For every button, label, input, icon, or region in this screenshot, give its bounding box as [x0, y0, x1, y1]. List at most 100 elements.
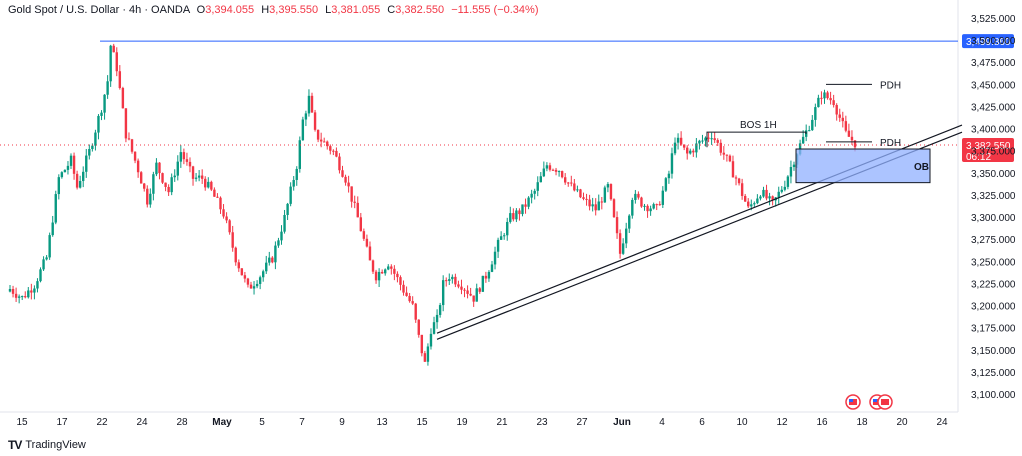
candle: [133, 151, 137, 164]
candle-body: [136, 160, 140, 173]
candle-body: [496, 239, 500, 252]
candle-body: [435, 314, 439, 323]
tradingview-logo-icon: TV: [8, 438, 22, 452]
candle: [319, 132, 323, 148]
candle-body: [570, 182, 573, 184]
candle-body: [664, 178, 668, 191]
candle: [8, 285, 12, 293]
candle: [734, 175, 738, 186]
high-price-label: 3,499.860: [966, 37, 1011, 48]
candle: [332, 149, 335, 156]
candle: [390, 264, 393, 275]
candle-body: [103, 94, 106, 113]
candle-body: [811, 119, 814, 131]
candle-body: [258, 277, 262, 284]
candle: [664, 176, 668, 192]
us-flag-icon[interactable]: [845, 394, 861, 410]
candle-body: [460, 286, 463, 290]
countdown-label: 06:12: [966, 152, 991, 163]
event-flags[interactable]: [845, 394, 893, 410]
x-tick-label: 6: [699, 417, 705, 428]
candle: [600, 196, 604, 210]
candle: [582, 192, 585, 201]
candle-body: [45, 257, 48, 260]
candle: [252, 281, 256, 295]
candle-body: [66, 165, 70, 170]
candle: [628, 214, 631, 233]
candle-body: [533, 190, 536, 194]
candle: [387, 264, 390, 271]
candle: [448, 273, 451, 286]
candle: [792, 161, 796, 171]
candle: [460, 279, 463, 295]
candle-body: [118, 71, 122, 88]
candle: [377, 268, 381, 288]
close-value: 3,382.550: [395, 4, 445, 16]
candle-body: [332, 150, 335, 152]
tradingview-brand[interactable]: TV TradingView: [8, 438, 86, 452]
candle-body: [329, 146, 332, 151]
candle: [240, 268, 244, 276]
candle: [835, 103, 838, 121]
candle-body: [737, 178, 741, 184]
candle: [149, 188, 152, 208]
candle: [847, 123, 851, 137]
candle: [30, 283, 33, 300]
flag-stripes: [881, 399, 889, 405]
candle: [42, 256, 45, 272]
candle: [573, 178, 576, 192]
candle-body: [573, 183, 576, 191]
candle-body: [701, 140, 704, 142]
candle-body: [179, 152, 183, 162]
candle: [243, 271, 247, 283]
candle-body: [652, 204, 655, 209]
candle-body: [539, 176, 542, 183]
candle: [127, 132, 131, 141]
candle-body: [817, 97, 820, 108]
candle-body: [170, 177, 173, 193]
y-tick-label: 3,125.000: [971, 368, 1016, 379]
candle-body: [643, 205, 646, 207]
candle-body: [268, 257, 271, 263]
candle-body: [551, 169, 555, 171]
candle-body: [72, 155, 76, 174]
candle: [704, 136, 707, 147]
y-tick-label: 3,225.000: [971, 279, 1016, 290]
candle: [506, 217, 509, 241]
candle-body: [567, 182, 570, 184]
candle-body: [188, 161, 192, 167]
candle: [625, 222, 628, 249]
candle-body: [615, 217, 619, 234]
candle: [78, 175, 82, 189]
time-axis[interactable]: 15 17 22 24 28 May 5 7 9 13 15 19 21 23 27 Jun 4 6 10 12 16 1…: [16, 417, 948, 428]
candle-body: [759, 196, 762, 199]
candle-body: [200, 175, 204, 179]
candle-body: [594, 204, 597, 211]
candle-body: [319, 139, 323, 142]
candle-body: [231, 232, 234, 248]
symbol-title: Gold Spot / U.S. Dollar · 4h · OANDA: [8, 4, 190, 16]
candle: [432, 316, 436, 335]
open-label: O: [196, 4, 206, 16]
candle-body: [94, 132, 97, 146]
candle-body: [57, 177, 61, 195]
candle-body: [289, 186, 292, 204]
candle-body: [841, 117, 844, 122]
candle: [472, 295, 475, 307]
candle: [417, 319, 420, 338]
candle-body: [670, 153, 674, 174]
candle-body: [362, 231, 366, 239]
candle: [423, 350, 427, 362]
candle-body: [728, 155, 732, 162]
candle: [359, 212, 363, 232]
candle: [176, 155, 179, 181]
candle-body: [228, 220, 231, 233]
candle: [435, 309, 439, 329]
candle-body: [582, 197, 585, 199]
candle-body: [399, 277, 402, 285]
candle: [283, 209, 286, 234]
candle-body: [554, 169, 558, 172]
price-axis[interactable]: 3,525.000 3,500.000 3,475.000 3,450.000 3,42…: [971, 14, 1016, 401]
candle: [521, 204, 524, 217]
